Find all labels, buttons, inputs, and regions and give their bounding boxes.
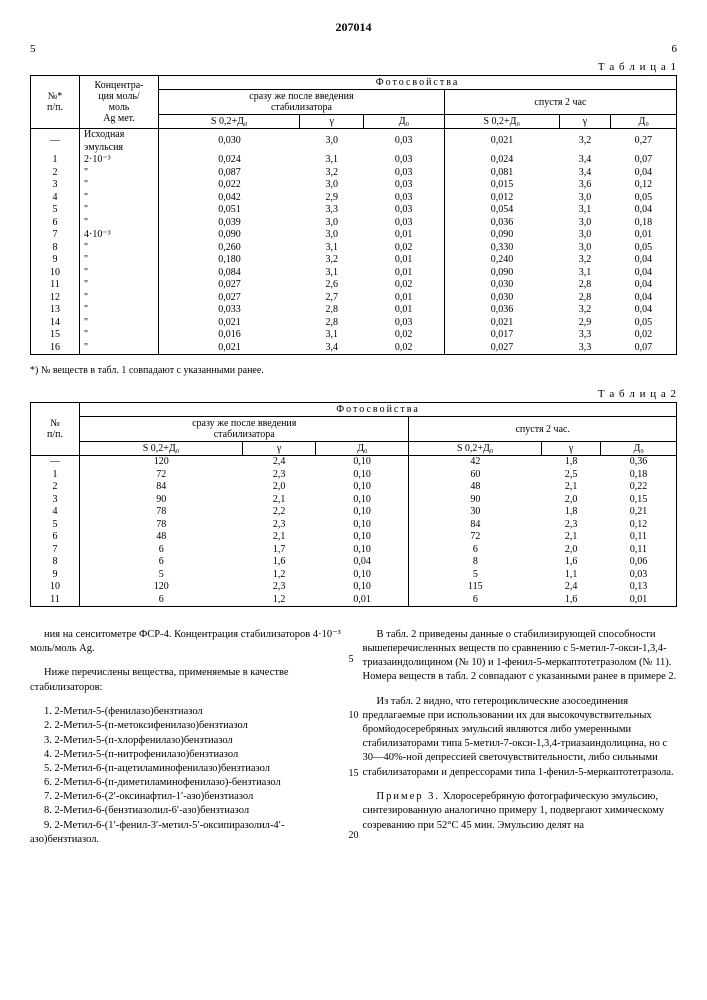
- t1-h-num: №* п/п.: [31, 76, 80, 129]
- table-row: 2"0,0873,20,030,0813,40,04: [31, 167, 677, 180]
- table-row: 5782,30,10842,30,12: [31, 519, 677, 532]
- t1-h-intro: сразу же после введения стабилизатора: [159, 90, 445, 115]
- right-p3: Пример 3. Хлоросеребряную фотографическу…: [363, 790, 678, 833]
- table-row: 1161,20,0161,60,01: [31, 594, 677, 607]
- list-item: 7. 2-Метил-6-(2′-оксинафтил-1′-азо)бензт…: [30, 790, 345, 804]
- list-item: 8. 2-Метил-6-(бензтиазолил-6′-азо)бензти…: [30, 804, 345, 818]
- left-column: ния на сенситометре ФСР-4. Концентрация …: [30, 617, 345, 847]
- t2-h-s1: S 0,2+Д₀: [80, 442, 243, 456]
- list-item: 3. 2-Метил-5-(п-хлорфенилазо)бензтиазол: [30, 734, 345, 748]
- body-text-columns: ния на сенситометре ФСР-4. Концентрация …: [30, 617, 677, 847]
- line-number: 10: [349, 709, 359, 723]
- table-row: 4782,20,10301,80,21: [31, 506, 677, 519]
- t1-h-photo: Фотосвойства: [159, 76, 677, 90]
- list-item: 4. 2-Метил-5-(п-нитрофенилазо)бензтиазол: [30, 748, 345, 762]
- t1-h-s2: S 0,2+Д₀: [444, 115, 559, 129]
- table-row: 8"0,2603,10,020,3303,00,05: [31, 242, 677, 255]
- t1-h-g2: γ: [559, 115, 611, 129]
- t2-h-g1: γ: [242, 442, 315, 456]
- right-p1: В табл. 2 приведены данные о стабилизиру…: [363, 628, 678, 685]
- right-p2: Из табл. 2 видно, что гетероциклические …: [363, 695, 678, 780]
- table2: № п/п. Фотосвойства сразу же после введе…: [30, 402, 677, 607]
- list-item: 6. 2-Метил-6-(п-диметиламинофенилазо)-бе…: [30, 776, 345, 790]
- table-row: 861,60,0481,60,06: [31, 556, 677, 569]
- line-number: 15: [349, 767, 359, 781]
- left-p1: ния на сенситометре ФСР-4. Концентрация …: [30, 628, 345, 656]
- table-row: —1202,40,10421,80,36: [31, 456, 677, 469]
- column-numbers: 5 6: [30, 43, 677, 55]
- table-row: 1722,30,10602,50,18: [31, 469, 677, 482]
- table-row: 3"0,0223,00,030,0153,60,12: [31, 179, 677, 192]
- table-row: 6"0,0393,00,030,0363,00,18: [31, 217, 677, 230]
- right-column: 5101520 В табл. 2 приведены данные о ста…: [363, 617, 678, 847]
- table-row: 5"0,0513,30,030,0543,10,04: [31, 204, 677, 217]
- table-row: 101202,30,101152,40,13: [31, 581, 677, 594]
- t2-h-photo: Фотосвойства: [80, 403, 677, 417]
- table-row: —Исходная эмульсия0,0303,00,030,0213,20,…: [31, 129, 677, 155]
- document-number: 207014: [30, 20, 677, 35]
- table2-caption: Т а б л и ц а 2: [30, 388, 677, 400]
- table1-footnote: *) № веществ в табл. 1 совпадают с указа…: [30, 365, 677, 376]
- table-row: 74·10⁻³0,0903,00,010,0903,00,01: [31, 229, 677, 242]
- t2-h-intro: сразу же после введения стабилизатора: [80, 417, 409, 442]
- table1: №* п/п. Концентра- ция моль/ моль Ag мет…: [30, 75, 677, 355]
- table-row: 16"0,0213,40,020,0273,30,07: [31, 342, 677, 355]
- t2-h-num: № п/п.: [31, 403, 80, 456]
- t1-h-d1: Д₀: [364, 115, 445, 129]
- table-row: 11"0,0272,60,020,0302,80,04: [31, 279, 677, 292]
- t1-h-conc: Концентра- ция моль/ моль Ag мет.: [80, 76, 159, 129]
- table-row: 13"0,0332,80,010,0363,20,04: [31, 304, 677, 317]
- t1-h-d2: Д₀: [611, 115, 677, 129]
- left-p2: Ниже перечислены вещества, применяемые в…: [30, 666, 345, 694]
- line-number: 5: [349, 653, 354, 667]
- right-col-num: 6: [672, 43, 678, 55]
- t2-h-s2: S 0,2+Д₀: [409, 442, 541, 456]
- line-number: 20: [349, 829, 359, 843]
- t1-h-2h: спустя 2 час: [444, 90, 676, 115]
- table-row: 2842,00,10482,10,22: [31, 481, 677, 494]
- left-col-num: 5: [30, 43, 36, 55]
- stabilizer-list: 1. 2-Метил-5-(фенилазо)бензтиазол2. 2-Ме…: [30, 705, 345, 847]
- table-row: 14"0,0212,80,030,0212,90,05: [31, 317, 677, 330]
- table1-caption: Т а б л и ц а 1: [30, 61, 677, 73]
- t2-h-g2: γ: [541, 442, 601, 456]
- table-row: 12·10⁻³0,0243,10,030,0243,40,07: [31, 154, 677, 167]
- table-row: 15"0,0163,10,020,0173,30,02: [31, 329, 677, 342]
- table-row: 10"0,0843,10,010,0903,10,04: [31, 267, 677, 280]
- t1-h-g1: γ: [300, 115, 364, 129]
- t2-h-d1: Д₀: [316, 442, 409, 456]
- table-row: 951,20,1051,10,03: [31, 569, 677, 582]
- t2-h-d2: Д₀: [601, 442, 677, 456]
- list-item: 9. 2-Метил-6-(1′-фенил-3′-метил-5′-оксип…: [30, 819, 345, 847]
- list-item: 2. 2-Метил-5-(п-метоксифенилазо)бензтиаз…: [30, 719, 345, 733]
- t2-h-2h: спустя 2 час.: [409, 417, 677, 442]
- list-item: 5. 2-Метил-6-(п-ацетиламинофенилазо)бенз…: [30, 762, 345, 776]
- t1-h-s1: S 0,2+Д₀: [159, 115, 300, 129]
- table-row: 3902,10,10902,00,15: [31, 494, 677, 507]
- table-row: 761,70,1062,00,11: [31, 544, 677, 557]
- list-item: 1. 2-Метил-5-(фенилазо)бензтиазол: [30, 705, 345, 719]
- table-row: 9"0,1803,20,010,2403,20,04: [31, 254, 677, 267]
- table-row: 4"0,0422,90,030,0123,00,05: [31, 192, 677, 205]
- table-row: 6482,10,10722,10,11: [31, 531, 677, 544]
- table-row: 12"0,0272,70,010,0302,80,04: [31, 292, 677, 305]
